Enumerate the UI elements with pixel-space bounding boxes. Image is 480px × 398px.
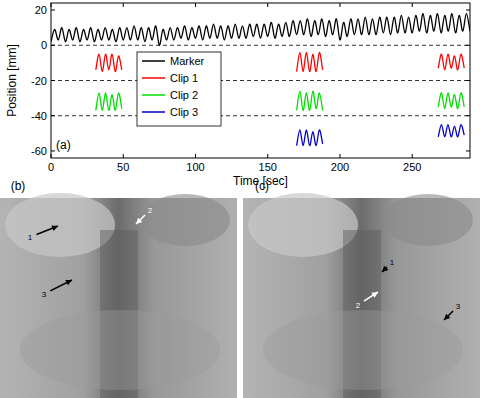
y-tick: [51, 10, 55, 11]
y-tick-label: -40: [31, 110, 47, 122]
arrow: [444, 311, 453, 320]
plot-area: [51, 3, 470, 158]
image-region: [248, 193, 358, 257]
image-region: [5, 193, 115, 257]
clip-marker-label: 2: [148, 206, 153, 215]
reference-line: [51, 45, 470, 46]
reference-line: [51, 115, 470, 116]
reference-line: [51, 80, 470, 81]
figure: 050100150200250-60-40-20020Time [sec]Pos…: [0, 0, 480, 398]
x-tick-label: 0: [48, 161, 54, 173]
x-tick: [51, 154, 52, 158]
legend-swatch: [142, 111, 165, 113]
x-tick: [412, 154, 413, 158]
y-tick: [51, 150, 55, 151]
series-line: [297, 91, 323, 110]
x-tick: [412, 3, 413, 7]
legend: Marker Clip 1 Clip 2 Clip 3: [137, 52, 221, 126]
series-line: [96, 93, 122, 111]
arrow: [37, 226, 58, 234]
series-line: [438, 125, 464, 137]
x-tick: [339, 154, 340, 158]
clip-marker-label: 1: [390, 258, 395, 267]
legend-swatch: [142, 60, 165, 62]
plot-frame: [51, 3, 470, 158]
x-tick: [195, 3, 196, 7]
image-region: [263, 310, 463, 390]
arrow: [136, 215, 145, 224]
series-group: [51, 14, 470, 146]
y-tick-label: -20: [31, 75, 47, 87]
arrow-head: [371, 292, 378, 298]
x-tick: [339, 3, 340, 7]
fluoro-image: [0, 193, 237, 398]
arrow: [50, 280, 72, 291]
y-tick: [466, 45, 470, 46]
arrow: [364, 292, 378, 301]
legend-label: Clip 2: [170, 89, 198, 101]
series-line: [438, 54, 464, 70]
y-tick: [51, 80, 55, 81]
arrow-head: [51, 225, 58, 231]
y-tick-label: 0: [41, 39, 47, 51]
x-tick-label: 50: [117, 161, 129, 173]
legend-swatch: [142, 94, 165, 96]
x-tick: [267, 3, 268, 7]
legend-swatch: [142, 77, 165, 79]
y-tick-label: 20: [35, 4, 47, 16]
legend-label: Clip 1: [170, 72, 198, 84]
y-tick: [51, 45, 55, 46]
panel-label: (c): [255, 179, 269, 193]
clip-marker-label: 3: [42, 290, 47, 299]
x-tick-label: 200: [331, 161, 349, 173]
y-tick: [466, 115, 470, 116]
arrow-head: [136, 218, 142, 224]
y-tick: [466, 150, 470, 151]
series-line: [297, 52, 323, 71]
series-line: [96, 54, 122, 72]
legend-label: Marker: [170, 55, 205, 67]
clip-marker-label: 2: [356, 301, 361, 310]
y-axis-label: Position [mm]: [5, 44, 19, 117]
clip-marker-label: 1: [28, 233, 33, 242]
x-tick: [51, 3, 52, 7]
x-tick: [123, 3, 124, 7]
panel-label: (a): [56, 138, 71, 152]
series-line: [438, 93, 464, 109]
y-tick: [466, 80, 470, 81]
legend-box: [137, 52, 221, 126]
arrow-head: [444, 314, 450, 320]
panel-label: (b): [11, 179, 26, 193]
y-tick: [51, 115, 55, 116]
series-line: [297, 130, 323, 146]
clip-marker-label: 3: [456, 302, 461, 311]
x-tick-label: 150: [259, 161, 277, 173]
arrow-head: [382, 266, 388, 272]
arrow-head: [65, 280, 72, 285]
x-tick: [267, 154, 268, 158]
y-tick: [466, 10, 470, 11]
image-region: [140, 194, 230, 246]
y-tick-label: -60: [31, 145, 47, 157]
x-tick-label: 100: [186, 161, 204, 173]
image-region: [20, 310, 220, 390]
series-line: [51, 14, 470, 46]
x-tick-label: 250: [403, 161, 421, 173]
x-tick: [123, 154, 124, 158]
legend-label: Clip 3: [170, 106, 198, 118]
x-tick: [195, 154, 196, 158]
image-region: [383, 194, 473, 246]
fluoro-image: [243, 193, 480, 398]
